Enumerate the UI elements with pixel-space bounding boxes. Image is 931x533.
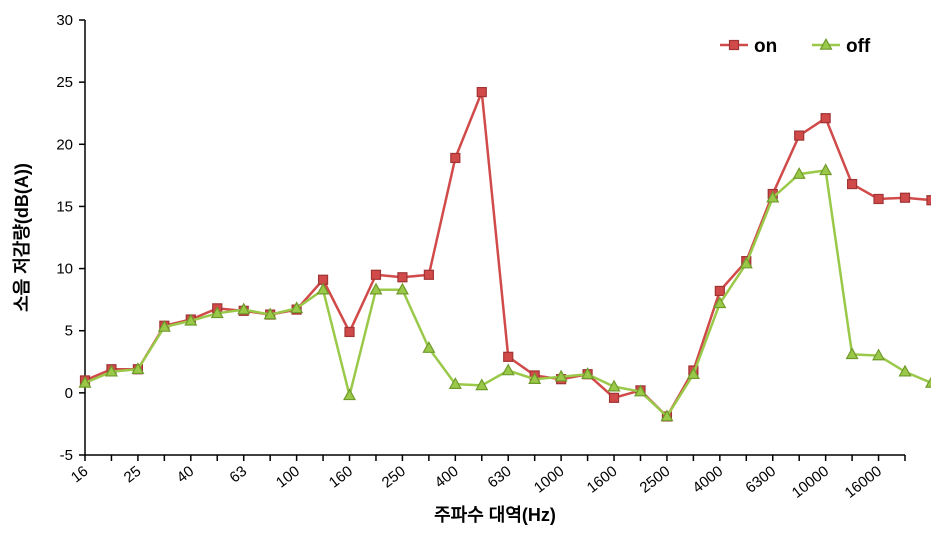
- y-tick-label: 5: [65, 323, 73, 340]
- y-tick-label: 0: [65, 385, 73, 402]
- y-tick-label: 10: [56, 261, 73, 278]
- y-axis-title: 소음 저감량(dB(A)): [12, 163, 32, 312]
- line-chart: -505101520253016254063100160250400630100…: [0, 0, 931, 533]
- x-axis-title: 주파수 대역(Hz): [434, 505, 556, 525]
- legend-label: off: [846, 36, 871, 57]
- legend-label: on: [754, 36, 777, 57]
- y-tick-label: 20: [56, 136, 73, 153]
- y-tick-label: 15: [56, 198, 73, 215]
- y-tick-label: 25: [56, 74, 73, 91]
- chart-container: -505101520253016254063100160250400630100…: [0, 0, 931, 533]
- y-tick-label: 30: [56, 12, 73, 29]
- y-tick-label: -5: [60, 447, 73, 464]
